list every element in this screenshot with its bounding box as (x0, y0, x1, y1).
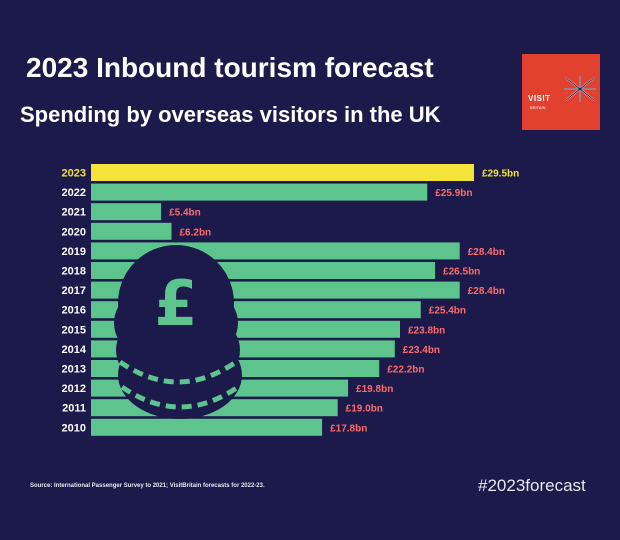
year-label: 2010 (62, 422, 86, 434)
bar (91, 222, 172, 240)
chart-subtitle: Spending by overseas visitors in the UK (20, 102, 441, 127)
year-label: 2023 (62, 168, 86, 180)
year-label: 2014 (62, 344, 87, 356)
year-label: 2015 (62, 324, 86, 336)
year-label: 2021 (62, 207, 86, 219)
value-label: £29.5bn (482, 169, 519, 180)
union-flag-icon (564, 76, 596, 102)
year-label: 2011 (62, 403, 86, 415)
value-label: £28.4bn (468, 286, 505, 297)
value-label: £28.4bn (468, 247, 505, 258)
year-label: 2013 (62, 364, 86, 376)
value-label: £17.8bn (330, 423, 367, 434)
value-label: £19.8bn (356, 384, 393, 395)
year-label: 2012 (62, 383, 86, 395)
value-label: £6.2bn (179, 227, 211, 238)
value-label: £25.9bn (435, 188, 472, 199)
bar (91, 183, 428, 201)
year-label: 2020 (62, 226, 86, 238)
logo-sub: BRITAIN (530, 105, 546, 110)
value-label: £25.4bn (429, 306, 466, 317)
value-label: £5.4bn (169, 208, 201, 219)
hashtag: #2023forecast (478, 476, 586, 495)
bar (91, 418, 323, 436)
value-label: £23.4bn (403, 345, 440, 356)
year-label: 2016 (62, 305, 86, 317)
source-note: Source: International Passenger Survey t… (30, 483, 265, 489)
visit-britain-logo: VISIT BRITAIN (522, 54, 600, 130)
value-label: £22.2bn (387, 365, 424, 376)
value-label: £23.8bn (408, 325, 445, 336)
year-label: 2022 (62, 187, 86, 199)
year-label: 2018 (62, 266, 86, 278)
pound-sign-icon: £ (154, 267, 197, 340)
coin-face (118, 245, 234, 361)
year-label: 2019 (62, 246, 86, 258)
bar (91, 203, 162, 221)
value-label: £19.0bn (346, 404, 383, 415)
chart-title: 2023 Inbound tourism forecast (26, 52, 434, 83)
value-label: £26.5bn (443, 267, 480, 278)
bar (91, 164, 474, 181)
logo-name: VISIT (528, 94, 551, 103)
year-label: 2017 (62, 285, 86, 297)
